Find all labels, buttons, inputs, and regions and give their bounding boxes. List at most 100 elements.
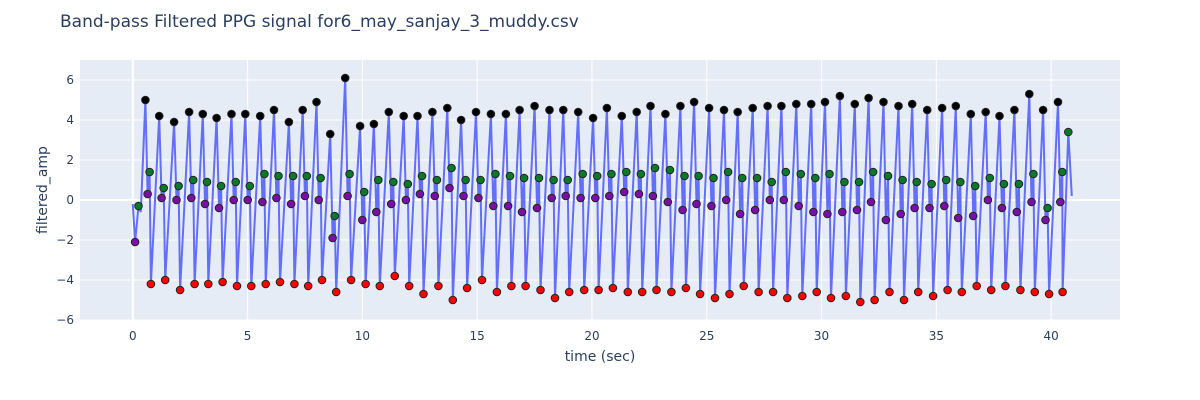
diastolic-peak-marker (202, 177, 212, 187)
trough-marker (290, 279, 299, 289)
trough-marker (856, 297, 865, 307)
diastolic-peak-marker (374, 175, 383, 185)
notch-marker (214, 203, 224, 213)
trough-marker (608, 283, 618, 293)
trough-marker (232, 281, 242, 291)
notch-marker (576, 193, 585, 203)
x-tick-label: 5 (244, 329, 252, 343)
systolic-peak-marker (269, 105, 279, 115)
trough-marker (477, 275, 487, 285)
notch-marker (272, 193, 281, 203)
notch-marker (735, 209, 745, 219)
systolic-peak-marker (298, 105, 308, 115)
notch-marker (415, 189, 425, 199)
trough-marker (1058, 287, 1067, 297)
diastolic-peak-marker (274, 171, 283, 181)
diastolic-peak-marker (665, 165, 675, 175)
notch-marker (953, 213, 963, 223)
systolic-peak-marker (325, 129, 335, 139)
systolic-peak-marker (212, 113, 221, 123)
trough-marker (798, 291, 807, 301)
diastolic-peak-marker (461, 175, 470, 185)
systolic-peak-marker (545, 105, 554, 115)
systolic-peak-marker (413, 111, 422, 121)
diastolic-peak-marker (403, 179, 413, 189)
diastolic-peak-marker (956, 177, 965, 187)
notch-marker (130, 237, 140, 247)
diastolic-peak-marker (825, 169, 834, 179)
trough-marker (507, 281, 516, 291)
systolic-peak-marker (399, 111, 409, 121)
systolic-peak-marker (806, 99, 816, 109)
diastolic-peak-marker (1043, 203, 1052, 213)
systolic-peak-marker (312, 97, 321, 107)
notch-marker (358, 215, 367, 225)
diastolic-peak-marker (680, 171, 689, 181)
diastolic-peak-marker (549, 175, 558, 185)
trough-marker (419, 289, 428, 299)
notch-marker (474, 193, 483, 203)
systolic-peak-marker (456, 115, 466, 125)
notch-marker (503, 201, 513, 211)
x-tick-label: 30 (814, 329, 829, 343)
notch-marker (940, 201, 949, 211)
diastolic-peak-marker (941, 175, 951, 185)
systolic-peak-marker (719, 105, 729, 115)
systolic-peak-marker (777, 101, 786, 111)
notch-marker (619, 187, 629, 197)
trough-marker (623, 287, 633, 297)
trough-marker (375, 281, 385, 291)
systolic-peak-marker (922, 105, 932, 115)
diastolic-peak-marker (796, 169, 806, 179)
systolic-peak-marker (981, 107, 991, 117)
notch-marker (678, 205, 687, 215)
systolic-peak-marker (661, 109, 670, 119)
diastolic-peak-marker (622, 167, 631, 177)
trough-marker (739, 281, 749, 291)
trough-marker (913, 287, 923, 297)
diastolic-peak-marker (1029, 169, 1038, 179)
diastolic-peak-marker (868, 167, 878, 177)
trough-marker (190, 279, 199, 289)
trough-marker (695, 289, 705, 299)
trough-marker (536, 285, 545, 295)
systolic-peak-marker (340, 73, 350, 83)
y-axis-title: filtered_amp (35, 146, 51, 234)
notch-marker (229, 195, 238, 205)
notch-marker (243, 195, 252, 205)
x-tick-label: 40 (1043, 329, 1058, 343)
diastolic-peak-marker (134, 201, 143, 211)
notch-marker (372, 207, 381, 217)
systolic-peak-marker (384, 107, 394, 117)
diastolic-peak-marker (534, 173, 544, 183)
notch-marker (172, 195, 181, 205)
x-tick-label: 25 (699, 329, 714, 343)
axis-tick-labels: 0 5 10 15 20 25 30 35 40 −6 −4 −2 0 2 4 6 (56, 73, 1058, 343)
systolic-peak-marker (617, 111, 627, 121)
diastolic-peak-marker (767, 177, 777, 187)
systolic-peak-marker (894, 101, 903, 111)
trough-marker (667, 287, 676, 297)
y-tick-label: −4 (56, 273, 74, 287)
systolic-peak-marker (428, 107, 437, 117)
trough-marker (637, 287, 647, 297)
y-tick-label: −2 (56, 233, 74, 247)
trough-marker (928, 291, 938, 301)
systolic-peak-marker (632, 107, 642, 117)
notch-marker (532, 203, 542, 213)
trough-marker (521, 281, 530, 291)
diastolic-peak-marker (607, 169, 616, 179)
diastolic-peak-marker (578, 169, 588, 179)
diastolic-peak-marker (1014, 179, 1024, 189)
trough-marker (783, 293, 792, 303)
diastolic-peak-marker (898, 175, 907, 185)
trough-marker (204, 279, 213, 289)
trough-marker (218, 277, 227, 287)
systolic-peak-marker (748, 103, 758, 113)
notch-marker (881, 215, 891, 225)
chart-title: Band-pass Filtered PPG signal for6_may_s… (60, 12, 579, 32)
trough-marker (317, 275, 327, 285)
trough-marker (434, 281, 443, 291)
notch-marker (591, 193, 600, 203)
